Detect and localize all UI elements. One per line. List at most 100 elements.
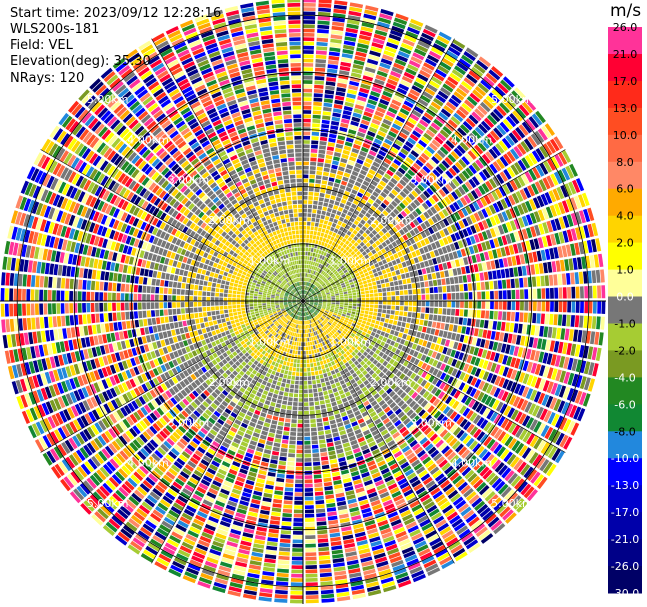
gate <box>372 212 379 219</box>
gate <box>480 339 486 348</box>
gate <box>433 314 438 321</box>
gate <box>319 136 328 142</box>
gate <box>316 209 322 215</box>
gate <box>459 124 470 134</box>
gate <box>335 306 340 309</box>
gate <box>288 444 296 449</box>
gate <box>353 301 357 304</box>
gate <box>546 141 556 154</box>
gate <box>301 316 303 321</box>
gate <box>327 283 331 287</box>
gate <box>336 139 345 145</box>
gate <box>367 251 373 257</box>
gate <box>305 302 309 305</box>
gate <box>489 216 497 226</box>
gate <box>455 333 461 342</box>
gate <box>310 298 314 300</box>
gate <box>314 80 324 85</box>
gate <box>400 79 411 88</box>
gate <box>384 224 391 231</box>
gate <box>414 337 420 344</box>
gate <box>310 278 313 283</box>
gate <box>530 264 536 275</box>
gate <box>476 310 481 318</box>
gate <box>404 172 413 180</box>
gate <box>289 388 294 393</box>
gate <box>283 431 290 436</box>
gate <box>286 474 294 479</box>
gate <box>384 114 394 122</box>
gate <box>391 66 403 75</box>
gate <box>514 162 523 174</box>
gate <box>465 135 476 146</box>
gate <box>584 286 589 299</box>
gate <box>587 378 596 392</box>
gate <box>317 534 328 539</box>
gate <box>462 218 469 227</box>
gate <box>421 301 426 307</box>
gate <box>329 173 336 178</box>
gate <box>388 166 397 173</box>
gate <box>528 252 534 263</box>
gate <box>321 307 326 310</box>
gate <box>495 143 505 154</box>
gate <box>303 88 313 93</box>
gate <box>410 150 420 158</box>
gate <box>456 267 462 275</box>
gate <box>369 335 374 340</box>
gate <box>308 200 313 205</box>
gate <box>338 288 343 291</box>
gate <box>317 294 322 296</box>
gate <box>439 129 450 139</box>
gate <box>402 316 407 322</box>
gate <box>395 349 401 355</box>
gate <box>465 326 471 335</box>
gate <box>445 122 455 132</box>
gate <box>419 119 429 128</box>
gate <box>330 120 340 126</box>
gate <box>440 338 446 346</box>
gate <box>451 368 458 377</box>
gate <box>372 337 378 343</box>
gate <box>322 176 329 181</box>
gate <box>323 98 333 104</box>
gate <box>428 50 442 60</box>
gate <box>532 454 543 467</box>
gate <box>310 299 314 301</box>
gate <box>597 301 602 314</box>
gate <box>529 239 536 251</box>
gate <box>395 258 401 264</box>
gate <box>281 382 286 387</box>
gate <box>442 218 450 227</box>
gate <box>305 256 308 260</box>
gate <box>551 448 562 461</box>
gate <box>388 277 394 282</box>
gate <box>345 186 352 193</box>
gate <box>549 340 555 352</box>
gate <box>350 174 357 181</box>
gate <box>372 161 380 168</box>
gate <box>470 356 477 365</box>
gate <box>321 124 330 129</box>
gate <box>307 367 311 372</box>
gate <box>358 316 364 320</box>
gate <box>303 290 305 294</box>
gate <box>309 337 312 342</box>
gate <box>341 238 347 243</box>
gate <box>387 78 398 86</box>
gate <box>481 219 489 230</box>
gate <box>399 46 412 55</box>
gate <box>321 464 330 470</box>
gate <box>305 273 308 277</box>
gate <box>375 209 382 216</box>
gate <box>342 254 347 260</box>
gate <box>297 419 303 424</box>
gate <box>394 315 399 321</box>
gate <box>323 313 328 316</box>
gate <box>372 281 377 286</box>
gate <box>579 376 587 390</box>
gate <box>480 138 490 149</box>
gate <box>553 247 559 259</box>
gate <box>337 385 343 391</box>
gate <box>266 541 278 547</box>
